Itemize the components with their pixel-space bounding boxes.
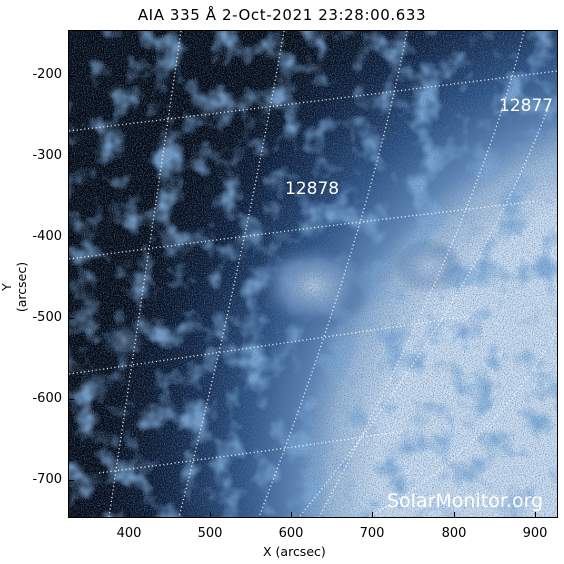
heliographic-grid — [69, 31, 557, 517]
x-tick-label: 900 — [522, 526, 548, 541]
solar-image: 12877 12878 SolarMonitor.org — [69, 31, 557, 517]
x-tick — [372, 512, 373, 518]
x-tick — [454, 512, 455, 518]
y-tick-label: -200 — [32, 67, 62, 82]
y-tick — [68, 76, 74, 77]
y-tick — [68, 237, 74, 238]
x-axis-label: X (arcsec) — [263, 544, 326, 559]
x-tick — [129, 512, 130, 518]
x-tick-label: 500 — [197, 526, 223, 541]
y-tick-label: -500 — [32, 310, 62, 325]
x-tick-label: 700 — [359, 526, 385, 541]
region-label-12877: 12877 — [499, 96, 553, 116]
x-tick — [535, 512, 536, 518]
x-tick — [210, 512, 211, 518]
solar-image-frame: 12877 12878 SolarMonitor.org — [68, 30, 558, 518]
x-tick-label: 400 — [116, 526, 142, 541]
y-tick-label: -700 — [32, 472, 62, 487]
x-tick — [291, 512, 292, 518]
y-tick-label: -600 — [32, 391, 62, 406]
y-tick — [68, 480, 74, 481]
watermark: SolarMonitor.org — [387, 490, 543, 512]
y-tick-label: -400 — [32, 229, 62, 244]
x-tick-label: 800 — [441, 526, 467, 541]
y-tick-label: -300 — [32, 148, 62, 163]
x-tick-label: 600 — [278, 526, 304, 541]
y-tick — [68, 156, 74, 157]
region-label-12878: 12878 — [285, 179, 339, 199]
y-tick — [68, 318, 74, 319]
image-title: AIA 335 Å 2-Oct-2021 23:28:00.633 — [137, 6, 427, 24]
y-tick — [68, 399, 74, 400]
y-axis-label: Y (arcsec) — [0, 261, 29, 313]
